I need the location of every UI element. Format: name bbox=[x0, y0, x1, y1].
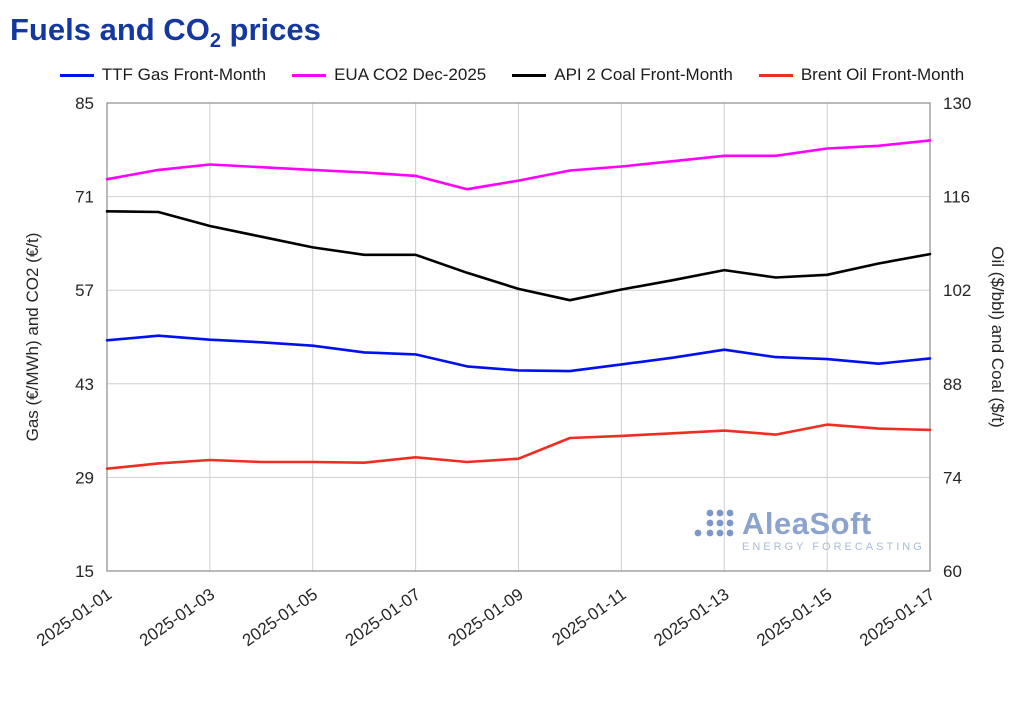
svg-text:2025-01-03: 2025-01-03 bbox=[136, 585, 218, 650]
chart-title-subscript: 2 bbox=[209, 30, 221, 53]
series-line-0 bbox=[105, 334, 932, 373]
right-axis-title: Oil ($/bbl) and Coal ($/t) bbox=[988, 246, 1007, 427]
left-axis-title: Gas (€/MWh) and CO2 (€/t) bbox=[23, 233, 42, 442]
svg-text:85: 85 bbox=[75, 94, 94, 113]
legend-swatch-1 bbox=[292, 73, 327, 77]
legend-swatch-0 bbox=[59, 73, 94, 77]
svg-text:29: 29 bbox=[75, 469, 94, 488]
svg-text:71: 71 bbox=[75, 188, 94, 207]
legend-swatch-3 bbox=[758, 73, 793, 77]
legend-label-0: TTF Gas Front-Month bbox=[101, 65, 267, 85]
svg-text:2025-01-07: 2025-01-07 bbox=[342, 585, 424, 650]
svg-text:2025-01-11: 2025-01-11 bbox=[549, 585, 630, 650]
chart-title: Fuels and CO2 prices bbox=[0, 0, 1024, 53]
series-line-1 bbox=[105, 139, 932, 191]
chart-title-prefix: Fuels and CO bbox=[10, 12, 210, 47]
axis-tick-labels: 15 29 43 57 71 85 60 74 88 102 116 130 2025-01-01 202… bbox=[33, 94, 971, 650]
svg-text:88: 88 bbox=[943, 375, 962, 394]
line-chart: 15 29 43 57 71 85 60 74 88 102 116 130 2025-01-01 202… bbox=[23, 94, 1007, 650]
svg-text:2025-01-05: 2025-01-05 bbox=[239, 585, 321, 650]
svg-text:130: 130 bbox=[943, 94, 971, 113]
chart-legend: TTF Gas Front-Month EUA CO2 Dec-2025 API 2… bbox=[0, 61, 1024, 89]
svg-text:102: 102 bbox=[943, 281, 971, 300]
legend-item-0: TTF Gas Front-Month bbox=[59, 65, 267, 85]
svg-text:74: 74 bbox=[943, 469, 962, 488]
gridlines bbox=[106, 102, 931, 572]
svg-text:2025-01-17: 2025-01-17 bbox=[856, 585, 938, 650]
svg-text:2025-01-01: 2025-01-01 bbox=[33, 585, 115, 650]
svg-text:15: 15 bbox=[75, 562, 94, 581]
svg-text:116: 116 bbox=[943, 188, 970, 207]
plot-frame bbox=[106, 102, 931, 572]
legend-item-3: Brent Oil Front-Month bbox=[758, 65, 965, 85]
svg-text:43: 43 bbox=[75, 375, 94, 394]
svg-text:60: 60 bbox=[943, 562, 962, 581]
series-line-2 bbox=[105, 210, 932, 302]
legend-item-2: API 2 Coal Front-Month bbox=[512, 65, 733, 85]
plot-area: 15 29 43 57 71 85 60 74 88 102 116 130 2025-01-01 202… bbox=[0, 89, 1024, 709]
chart-title-suffix: prices bbox=[220, 12, 321, 47]
legend-item-1: EUA CO2 Dec-2025 bbox=[292, 65, 486, 85]
svg-text:2025-01-13: 2025-01-13 bbox=[650, 585, 732, 650]
legend-label-1: EUA CO2 Dec-2025 bbox=[334, 65, 487, 85]
series-line-3 bbox=[105, 423, 932, 471]
svg-text:2025-01-09: 2025-01-09 bbox=[445, 585, 527, 650]
svg-text:2025-01-15: 2025-01-15 bbox=[753, 585, 835, 650]
legend-label-3: Brent Oil Front-Month bbox=[800, 65, 965, 85]
legend-swatch-2 bbox=[512, 73, 547, 77]
svg-text:57: 57 bbox=[75, 281, 94, 300]
legend-label-2: API 2 Coal Front-Month bbox=[554, 65, 733, 85]
